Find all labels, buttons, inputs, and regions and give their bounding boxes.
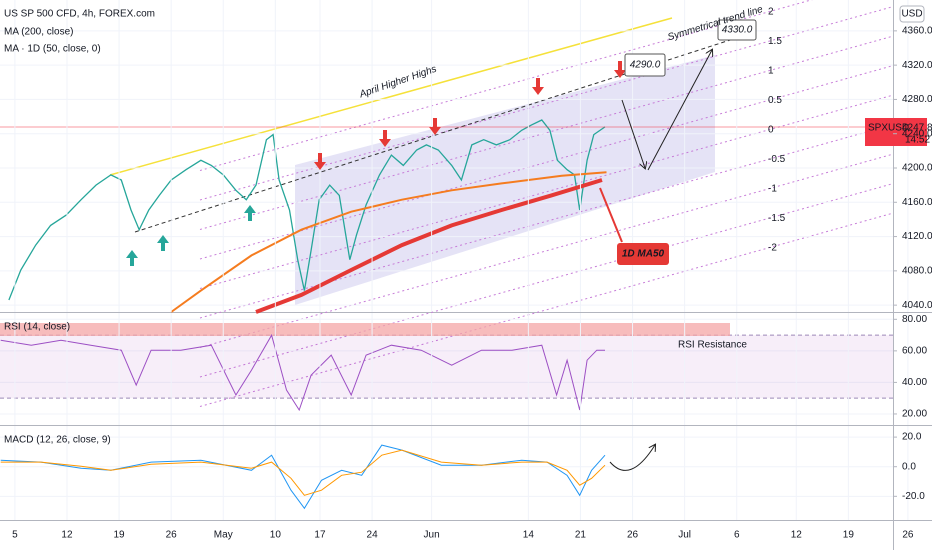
x-tick-label: 21 [575, 530, 587, 541]
x-tick-label: 10 [270, 530, 282, 541]
down-arrow [379, 130, 391, 147]
fib-label: -0.5 [768, 154, 786, 165]
y-tick-label: -20.0 [902, 491, 925, 502]
rsi-band [0, 335, 893, 399]
y-tick-label: 4280.0 [902, 94, 932, 105]
indicator-line [0, 444, 606, 510]
fib-label: 0 [768, 125, 774, 136]
currency: USD [901, 9, 922, 20]
indicator-line [0, 333, 605, 412]
projection-channel [295, 55, 715, 305]
x-tick-label: 14 [523, 530, 535, 541]
fib-label: 0.5 [768, 95, 782, 106]
down-arrow [314, 153, 326, 170]
panel-title: US SP 500 CFD, 4h, FOREX.com [4, 9, 155, 20]
x-tick-label: May [214, 530, 233, 541]
up-arrow [126, 250, 138, 266]
projection-arrow [647, 50, 712, 171]
projection-arrow [621, 99, 645, 168]
x-tick-label: 6 [734, 530, 740, 541]
down-arrow [429, 118, 441, 135]
y-tick-label: 4240.0 [902, 128, 932, 139]
labels: 4040.0 4080.0 4120.0 4160.0 4200.0 4240.0 4280… [4, 4, 932, 541]
rsi-resistance [0, 323, 730, 336]
y-tick-label: 80.00 [902, 314, 927, 325]
time-left: 14:52 [905, 135, 930, 146]
price-label-box [865, 118, 927, 146]
x-tick-label: 19 [114, 530, 126, 541]
fib-label: 1.5 [768, 36, 782, 47]
y-tick-label: 20.00 [902, 409, 927, 420]
y-tick-label: 4360.0 [902, 25, 932, 36]
x-tick-label: 26 [627, 530, 639, 541]
legend-entry: MA (200, close) [4, 27, 73, 38]
x-tick-label: 26 [166, 530, 178, 541]
fib-label: -2 [768, 243, 777, 254]
up-arrow [244, 205, 256, 221]
annotation: 4290.0 [630, 60, 661, 71]
arrows [126, 50, 712, 471]
up-arrows [126, 205, 256, 266]
down-arrows [314, 61, 626, 170]
x-tick-label: 26 [902, 530, 914, 541]
target-box [624, 53, 666, 77]
x-tick-label: 19 [843, 530, 855, 541]
ma-line [170, 171, 607, 313]
fib-label: 2 [768, 7, 774, 18]
x-tick-label: 24 [367, 530, 379, 541]
annotation: 1D MA50 [622, 249, 665, 260]
fib-label: -1.5 [768, 213, 786, 224]
y-tick-label: 4040.0 [902, 300, 932, 311]
currency-box [899, 5, 925, 23]
y-tick-label: 4200.0 [902, 163, 932, 174]
y-tick-label: 40.00 [902, 377, 927, 388]
signal-line [0, 449, 606, 496]
x-tick-label: 5 [12, 530, 18, 541]
x-tick-label: 12 [61, 530, 73, 541]
target-box [717, 19, 757, 41]
y-tick-label: 0.0 [902, 461, 916, 472]
ma50-label-box [617, 243, 669, 265]
panel-title: RSI (14, close) [4, 322, 70, 333]
x-tick-label: Jul [678, 530, 691, 541]
symbol: SPXUSD [868, 123, 909, 134]
down-arrow [532, 78, 544, 95]
y-tick-label: 4320.0 [902, 60, 932, 71]
macd-arrow [609, 445, 655, 471]
up-arrow [157, 235, 169, 251]
annotation: 4330.0 [722, 25, 753, 36]
annotation: RSI Resistance [678, 340, 747, 351]
last-price: 4247.8 [902, 123, 932, 134]
y-tick-label: 4120.0 [902, 231, 932, 242]
x-tick-label: 12 [791, 530, 803, 541]
down-arrow [614, 61, 626, 78]
legend-entry: MA · 1D (50, close, 0) [4, 44, 101, 55]
ma-line [255, 178, 603, 314]
fib-label: -1 [768, 184, 777, 195]
y-tick-label: 4160.0 [902, 197, 932, 208]
y-tick-label: 4080.0 [902, 265, 932, 276]
ma50-pointer [599, 187, 623, 243]
fib-label: 1 [768, 66, 774, 77]
yellow-trend-line [109, 17, 673, 176]
y-tick-label: 20.0 [902, 432, 922, 443]
y-tick-label: 60.00 [902, 345, 927, 356]
x-tick-label: Jun [424, 530, 440, 541]
x-tick-label: 17 [314, 530, 326, 541]
panel-title: MACD (12, 26, close, 9) [4, 435, 111, 446]
